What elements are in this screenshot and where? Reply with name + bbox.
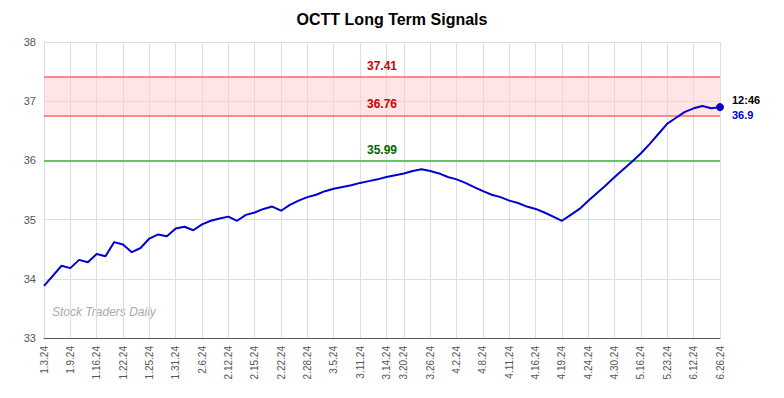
svg-text:4.30.24: 4.30.24 <box>609 346 620 380</box>
svg-text:1.16.24: 1.16.24 <box>91 346 102 380</box>
svg-text:2.12.24: 2.12.24 <box>223 346 234 380</box>
svg-text:35.99: 35.99 <box>367 143 397 157</box>
svg-text:2.15.24: 2.15.24 <box>249 346 260 380</box>
svg-text:4.16.24: 4.16.24 <box>530 346 541 380</box>
svg-text:5.23.24: 5.23.24 <box>662 346 673 380</box>
svg-text:3.5.24: 3.5.24 <box>328 346 339 374</box>
svg-text:37.41: 37.41 <box>367 59 397 73</box>
svg-text:36.9: 36.9 <box>732 109 753 121</box>
svg-text:OCTT Long Term Signals: OCTT Long Term Signals <box>297 11 488 28</box>
svg-text:6.12.24: 6.12.24 <box>688 346 699 380</box>
svg-text:36: 36 <box>24 154 36 166</box>
svg-text:12:46: 12:46 <box>732 94 760 106</box>
svg-text:37: 37 <box>24 95 36 107</box>
svg-text:3.26.24: 3.26.24 <box>425 346 436 380</box>
svg-text:6.26.24: 6.26.24 <box>715 346 726 380</box>
svg-text:34: 34 <box>24 273 36 285</box>
svg-text:38: 38 <box>24 36 36 48</box>
svg-text:2.22.24: 2.22.24 <box>276 346 287 380</box>
svg-text:3.11.24: 3.11.24 <box>355 346 366 379</box>
svg-text:4.8.24: 4.8.24 <box>477 346 488 374</box>
svg-text:Stock Traders Daily: Stock Traders Daily <box>52 305 157 319</box>
svg-text:4.19.24: 4.19.24 <box>556 346 567 380</box>
svg-text:4.24.24: 4.24.24 <box>583 346 594 380</box>
svg-text:1.9.24: 1.9.24 <box>65 346 76 374</box>
svg-text:2.28.24: 2.28.24 <box>302 346 313 380</box>
svg-text:3.20.24: 3.20.24 <box>398 346 409 380</box>
svg-text:36.76: 36.76 <box>367 97 397 111</box>
svg-text:35: 35 <box>24 214 36 226</box>
svg-text:1.3.24: 1.3.24 <box>39 346 50 374</box>
svg-text:2.6.24: 2.6.24 <box>197 346 208 374</box>
svg-text:3.14.24: 3.14.24 <box>381 346 392 380</box>
svg-text:5.16.24: 5.16.24 <box>635 346 646 380</box>
svg-text:4.2.24: 4.2.24 <box>451 346 462 374</box>
svg-text:33: 33 <box>24 332 36 344</box>
svg-text:1.25.24: 1.25.24 <box>144 346 155 380</box>
svg-text:1.31.24: 1.31.24 <box>170 346 181 380</box>
svg-text:1.22.24: 1.22.24 <box>118 346 129 380</box>
svg-text:4.11.24: 4.11.24 <box>504 346 515 379</box>
